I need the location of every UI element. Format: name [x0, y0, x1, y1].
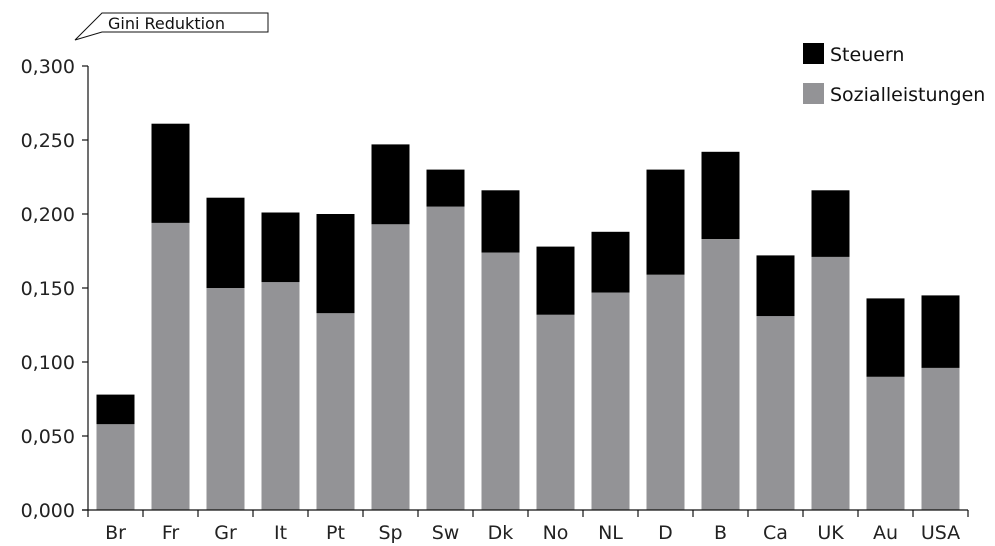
- bar-sozialleistungen-br: [96, 424, 135, 510]
- bar-steuern-usa: [921, 295, 960, 368]
- bar-sozialleistungen-uk: [811, 256, 850, 510]
- bar-steuern-br: [96, 394, 135, 425]
- axes-layer: 0,000 0,050 0,100 0,150 0,200 0,250 0,300 Br Fr G…: [21, 56, 969, 544]
- bar-steuern-uk: [811, 190, 850, 257]
- bar-sozialleistungen-d: [646, 274, 685, 510]
- legend-label-sozialleistungen: Sozialleistungen: [830, 84, 985, 106]
- callout-pointer: [74, 12, 269, 41]
- x-tick-label: No: [543, 522, 569, 544]
- bar-sozialleistungen-nl: [591, 292, 630, 510]
- x-tick-label: It: [274, 522, 287, 544]
- x-tick-label: Ca: [763, 522, 788, 544]
- y-tick-label: 0,100: [21, 352, 75, 374]
- bar-steuern-dk: [481, 190, 520, 253]
- x-tick-label: Br: [105, 522, 126, 544]
- bar-sozialleistungen-ca: [756, 316, 795, 510]
- x-tick-label: Sp: [378, 522, 402, 544]
- bar-sozialleistungen-sw: [426, 206, 465, 510]
- x-tick-label: UK: [817, 522, 844, 544]
- x-tick-label: Gr: [214, 522, 237, 544]
- x-tick-label: Pt: [326, 522, 345, 544]
- bar-sozialleistungen-gr: [206, 288, 245, 510]
- x-tick-label: Au: [873, 522, 898, 544]
- y-tick-label: 0,250: [21, 130, 75, 152]
- y-unit-callout: Gini Reduktion: [74, 12, 269, 41]
- x-tick-label: Fr: [162, 522, 180, 544]
- bar-steuern-d: [646, 169, 685, 275]
- y-tick-label: 0,300: [21, 56, 75, 78]
- bar-sozialleistungen-sp: [371, 224, 410, 510]
- bar-sozialleistungen-no: [536, 314, 575, 510]
- legend-swatch-sozialleistungen: [803, 83, 824, 104]
- x-tick-label: USA: [921, 522, 960, 544]
- y-tick-label: 0,050: [21, 426, 75, 448]
- bar-steuern-ca: [756, 255, 795, 317]
- x-tick-label: D: [658, 522, 673, 544]
- bar-steuern-sw: [426, 169, 465, 207]
- bar-sozialleistungen-dk: [481, 252, 520, 510]
- bars-layer: [96, 123, 960, 510]
- bar-sozialleistungen-b: [701, 239, 740, 510]
- bar-sozialleistungen-au: [866, 376, 905, 510]
- y-tick-label: 0,000: [21, 500, 75, 522]
- bar-sozialleistungen-usa: [921, 367, 960, 510]
- y-tick-label: 0,200: [21, 204, 75, 226]
- x-tick-label: B: [714, 522, 727, 544]
- bar-sozialleistungen-pt: [316, 313, 355, 510]
- bar-steuern-fr: [151, 123, 190, 223]
- legend: Steuern Sozialleistungen: [803, 43, 985, 106]
- x-tick-label: NL: [598, 522, 623, 544]
- bar-steuern-sp: [371, 144, 410, 225]
- y-tick-label: 0,150: [21, 278, 75, 300]
- bar-steuern-it: [261, 212, 300, 283]
- x-tick-label: Sw: [432, 522, 460, 544]
- bar-steuern-pt: [316, 214, 355, 314]
- bar-steuern-gr: [206, 197, 245, 288]
- bar-sozialleistungen-it: [261, 282, 300, 510]
- legend-label-steuern: Steuern: [830, 44, 904, 66]
- legend-swatch-steuern: [803, 43, 824, 64]
- y-axis-unit-label: Gini Reduktion: [108, 14, 225, 33]
- bar-steuern-no: [536, 246, 575, 315]
- x-tick-label: Dk: [488, 522, 514, 544]
- bar-steuern-nl: [591, 231, 630, 293]
- bar-sozialleistungen-fr: [151, 222, 190, 510]
- bar-steuern-b: [701, 151, 740, 240]
- bar-steuern-au: [866, 298, 905, 377]
